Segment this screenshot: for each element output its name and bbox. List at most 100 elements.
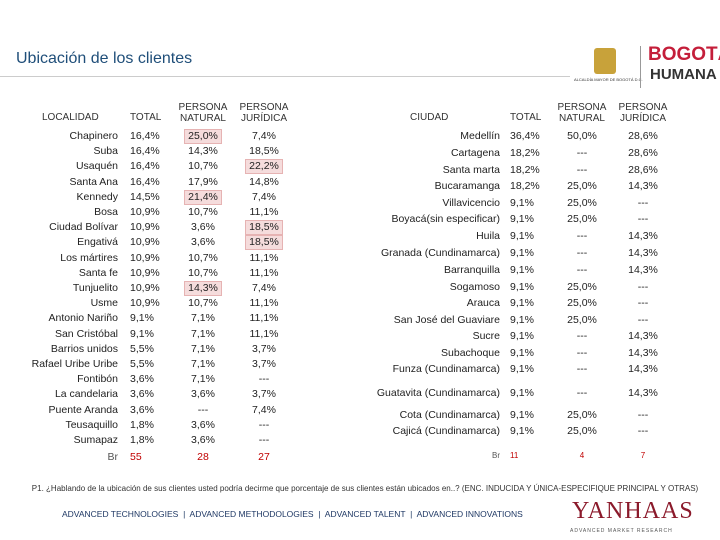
cell: 14,8% — [249, 175, 279, 188]
cell: 14,3% — [184, 281, 222, 296]
brand-sub: ADVANCED MARKET RESEARCH — [570, 528, 673, 534]
cell: 25,0% — [567, 409, 597, 421]
row-label: San Cristóbal — [54, 327, 118, 340]
cell: 9,1% — [510, 314, 534, 326]
cell: 10,9% — [130, 297, 160, 310]
row-label: Rafael Uribe Uribe — [31, 358, 118, 370]
cell: 14,3% — [628, 180, 658, 192]
cell: 22,2% — [245, 159, 283, 175]
column-header: CIUDAD — [410, 112, 449, 123]
row-label: Puente Aranda — [48, 403, 118, 416]
cell: 25,0% — [567, 197, 597, 209]
cell: 9,1% — [510, 387, 534, 399]
row-label: Huila — [476, 230, 500, 242]
cell: 28,6% — [628, 164, 658, 176]
cell: 11,1% — [249, 312, 279, 325]
row-label: Santa fe — [78, 266, 118, 279]
cell: --- — [576, 387, 588, 399]
cell: 7,1% — [191, 327, 215, 340]
row-label: Engativá — [77, 236, 118, 249]
cell: --- — [258, 373, 270, 386]
row-label: Teusaquillo — [65, 418, 118, 431]
row-label: Cajicá (Cundinamarca) — [392, 425, 500, 437]
cell: 9,1% — [510, 425, 534, 437]
cell: --- — [637, 314, 649, 326]
cell: 10,9% — [130, 282, 160, 294]
cell: 9,1% — [130, 312, 154, 325]
row-label: Granada (Cundinamarca) — [380, 247, 500, 259]
cell: 7,1% — [191, 342, 215, 355]
cell: 3,6% — [191, 388, 215, 401]
cell: 16,4% — [130, 145, 160, 158]
cell: 25,0% — [567, 180, 597, 192]
row-label: Medellín — [460, 130, 500, 142]
cell: 18,2% — [510, 147, 540, 159]
cell: 9,1% — [510, 363, 534, 375]
row-label: Arauca — [466, 297, 500, 309]
cell: 10,7% — [188, 251, 218, 264]
cell: 28,6% — [628, 130, 658, 142]
row-label: Subachoque — [441, 347, 500, 359]
cell: 3,6% — [130, 388, 154, 401]
cell: 14,3% — [628, 363, 658, 375]
cell: 3,6% — [191, 434, 215, 446]
cell: 14,3% — [628, 230, 658, 242]
cell: 14,3% — [628, 264, 658, 276]
cell: 7,4% — [252, 403, 276, 416]
logo-left: ALCALDÍA MAYOR DE BOGOTÁ D.C. — [574, 77, 643, 82]
row-label: Chapinero — [69, 130, 118, 142]
row-label: Barrios unidos — [50, 342, 118, 355]
title: Ubicación de los clientes — [16, 50, 193, 67]
cell: 25,0% — [567, 297, 597, 309]
row-label: Guatavita (Cundinamarca) — [376, 387, 500, 399]
question: P1. ¿Hablando de la ubicación de sus cli… — [31, 484, 699, 493]
cell: 9,1% — [510, 409, 534, 421]
cell: 25,0% — [567, 281, 597, 293]
cell: --- — [637, 197, 649, 209]
cell: 25,0% — [567, 213, 597, 225]
cell: 14,3% — [628, 387, 658, 399]
cell: 3,7% — [252, 342, 276, 355]
cell: 11,1% — [249, 251, 279, 264]
cell: 7,1% — [191, 373, 215, 386]
cell: --- — [637, 297, 649, 309]
row-label: San José del Guaviare — [393, 314, 500, 326]
cell: --- — [258, 418, 270, 431]
cell: 3,7% — [252, 388, 276, 401]
cell: 10,9% — [130, 251, 160, 264]
cell: 3,6% — [130, 373, 154, 386]
cell: 9,1% — [510, 247, 534, 259]
row-label: Sogamoso — [449, 281, 500, 293]
base-count: 27 — [258, 451, 270, 463]
cell: 50,0% — [567, 130, 597, 142]
cell: 9,1% — [510, 330, 534, 342]
cell: 11,1% — [249, 206, 279, 218]
cell: 16,4% — [130, 175, 160, 188]
cell: 7,1% — [191, 312, 215, 325]
tagline: ADVANCED TECHNOLOGIES | ADVANCED METHODO… — [62, 509, 523, 519]
row-label: Kennedy — [76, 190, 118, 203]
cell: 11,1% — [249, 266, 279, 279]
cell: 14,3% — [628, 247, 658, 259]
cell: 14,3% — [628, 347, 658, 359]
row-label: La candelaria — [54, 388, 118, 401]
row-label: Los mártires — [60, 251, 118, 264]
cell: 10,7% — [188, 266, 218, 279]
row-label: Usaquén — [75, 160, 118, 173]
cell: 7,1% — [191, 358, 215, 370]
base-count: 11 — [510, 451, 519, 460]
column-header: LOCALIDAD — [42, 112, 99, 123]
cell: 3,6% — [191, 418, 215, 431]
cell: --- — [637, 281, 649, 293]
column-header: TOTAL — [510, 112, 542, 123]
base-count: 7 — [640, 451, 646, 460]
row-label: Sucre — [472, 330, 500, 342]
cell: 3,6% — [191, 236, 215, 249]
logo-bogota: BOGOTÁ — [648, 44, 720, 65]
row-label: Boyacá(sin especificar) — [391, 213, 500, 225]
cell: --- — [576, 230, 588, 242]
row-label: Villavicencio — [442, 197, 500, 209]
cell: 7,4% — [252, 190, 276, 203]
cell: 10,7% — [188, 297, 218, 310]
brand: YANHAAS — [572, 498, 694, 524]
